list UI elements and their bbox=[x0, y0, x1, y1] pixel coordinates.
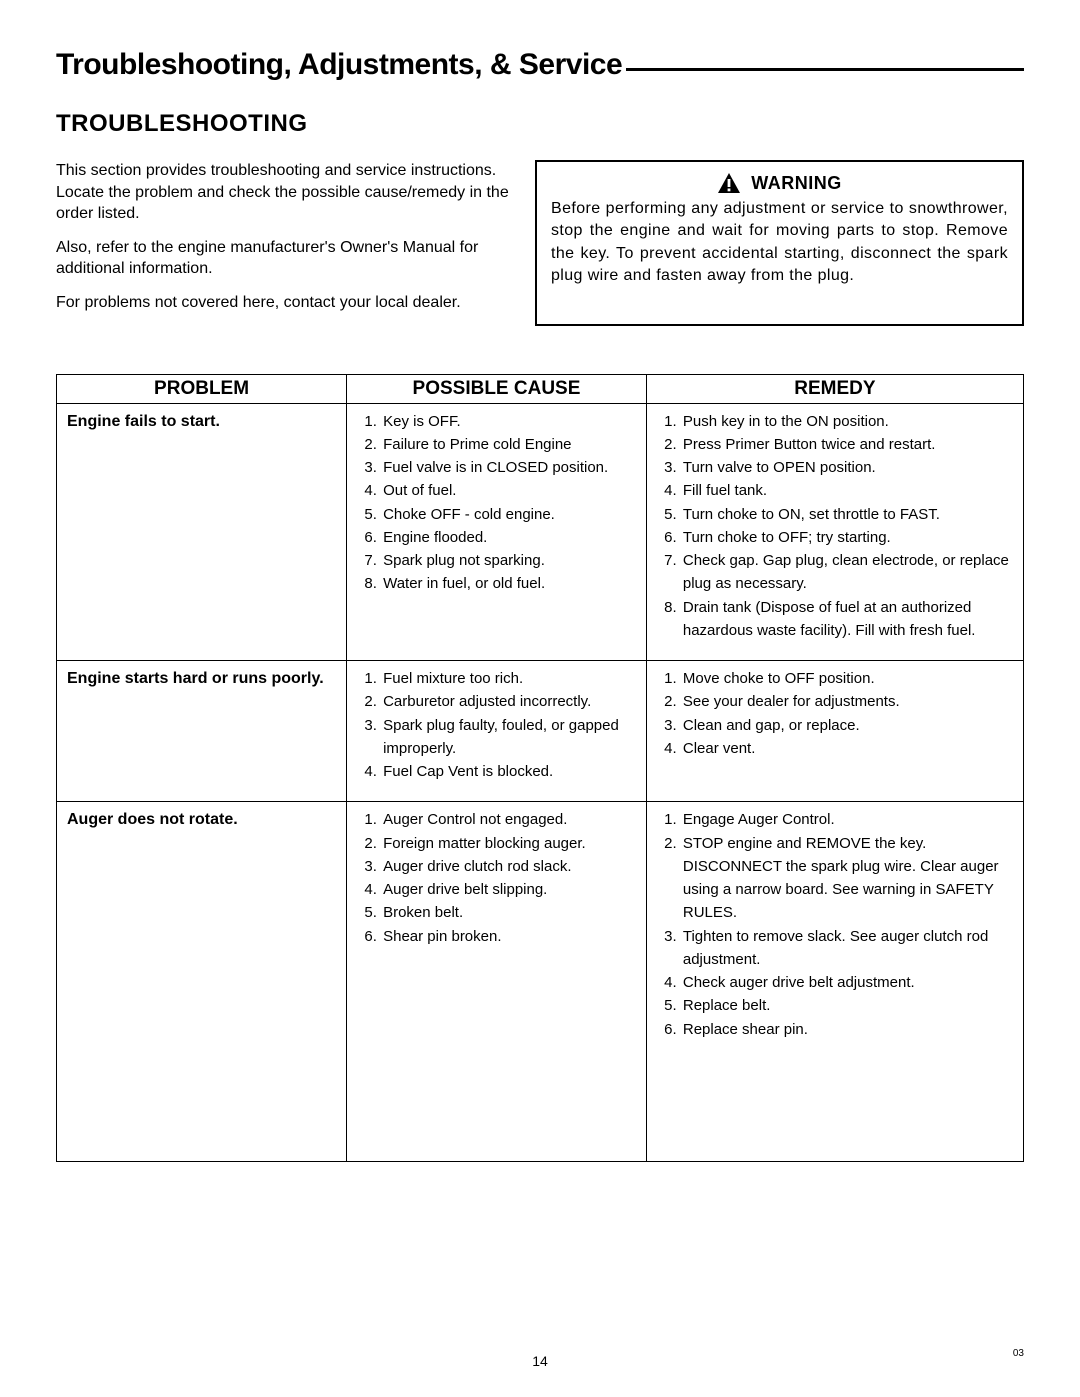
problem-cell: Engine starts hard or runs poorly. bbox=[57, 661, 347, 802]
problem-name: Engine fails to start. bbox=[67, 410, 336, 435]
cause-item: Fuel valve is in CLOSED position. bbox=[381, 456, 636, 479]
cause-item: Auger Control not engaged. bbox=[381, 808, 636, 831]
title-rule bbox=[626, 68, 1024, 71]
title-row: Troubleshooting, Adjustments, & Service bbox=[56, 48, 1024, 82]
remedy-item: Replace belt. bbox=[681, 994, 1013, 1017]
cause-item: Shear pin broken. bbox=[381, 925, 636, 948]
remedy-item: Move choke to OFF position. bbox=[681, 667, 1013, 690]
remedy-cell: Engage Auger Control.STOP engine and REM… bbox=[646, 802, 1023, 1162]
remedy-item: Tighten to remove slack. See auger clutc… bbox=[681, 925, 1013, 972]
warning-body: Before performing any adjustment or serv… bbox=[551, 198, 1008, 288]
problem-cell: Engine fails to start. bbox=[57, 403, 347, 661]
cause-item: Spark plug faulty, fouled, or gapped imp… bbox=[381, 714, 636, 761]
cause-item: Carburetor adjusted incorrectly. bbox=[381, 690, 636, 713]
cause-item: Broken belt. bbox=[381, 901, 636, 924]
page-number: 14 bbox=[0, 1353, 1080, 1369]
header-problem: PROBLEM bbox=[57, 374, 347, 403]
table-row: Engine fails to start. Key is OFF.Failure… bbox=[57, 403, 1024, 661]
problem-name: Engine starts hard or runs poorly. bbox=[67, 667, 336, 692]
cause-item: Failure to Prime cold Engine bbox=[381, 433, 636, 456]
warning-header: WARNING bbox=[551, 172, 1008, 194]
table-header-row: PROBLEM POSSIBLE CAUSE REMEDY bbox=[57, 374, 1024, 403]
remedy-cell: Move choke to OFF position.See your deal… bbox=[646, 661, 1023, 802]
cause-list: Auger Control not engaged.Foreign matter… bbox=[357, 808, 636, 948]
problem-cell: Auger does not rotate. bbox=[57, 802, 347, 1162]
cause-cell: Key is OFF.Failure to Prime cold EngineF… bbox=[347, 403, 647, 661]
cause-item: Out of fuel. bbox=[381, 479, 636, 502]
cause-item: Auger drive clutch rod slack. bbox=[381, 855, 636, 878]
remedy-item: Engage Auger Control. bbox=[681, 808, 1013, 831]
revision-number: 03 bbox=[1013, 1348, 1024, 1359]
warning-label: WARNING bbox=[751, 173, 842, 194]
table-row: Auger does not rotate. Auger Control not … bbox=[57, 802, 1024, 1162]
remedy-item: Check auger drive belt adjustment. bbox=[681, 971, 1013, 994]
remedy-item: Turn choke to OFF; try starting. bbox=[681, 526, 1013, 549]
problem-name: Auger does not rotate. bbox=[67, 808, 336, 833]
remedy-list: Push key in to the ON position.Press Pri… bbox=[657, 410, 1013, 643]
cause-item: Fuel mixture too rich. bbox=[381, 667, 636, 690]
cause-item: Fuel Cap Vent is blocked. bbox=[381, 760, 636, 783]
remedy-item: Press Primer Button twice and restart. bbox=[681, 433, 1013, 456]
header-cause: POSSIBLE CAUSE bbox=[347, 374, 647, 403]
remedy-item: Clear vent. bbox=[681, 737, 1013, 760]
remedy-list: Move choke to OFF position.See your deal… bbox=[657, 667, 1013, 760]
remedy-item: Replace shear pin. bbox=[681, 1018, 1013, 1041]
header-remedy: REMEDY bbox=[646, 374, 1023, 403]
troubleshooting-table: PROBLEM POSSIBLE CAUSE REMEDY Engine fai… bbox=[56, 374, 1024, 1162]
intro-p2: Also, refer to the engine manufacturer's… bbox=[56, 237, 513, 280]
cause-cell: Fuel mixture too rich.Carburetor adjuste… bbox=[347, 661, 647, 802]
intro-text: This section provides troubleshooting an… bbox=[56, 160, 513, 326]
intro-p3: For problems not covered here, contact y… bbox=[56, 292, 513, 314]
cause-item: Engine flooded. bbox=[381, 526, 636, 549]
remedy-item: Fill fuel tank. bbox=[681, 479, 1013, 502]
remedy-list: Engage Auger Control.STOP engine and REM… bbox=[657, 808, 1013, 1041]
cause-list: Key is OFF.Failure to Prime cold EngineF… bbox=[357, 410, 636, 596]
remedy-item: STOP engine and REMOVE the key. DISCONNE… bbox=[681, 832, 1013, 925]
table-body: Engine fails to start. Key is OFF.Failure… bbox=[57, 403, 1024, 1161]
cause-item: Auger drive belt slipping. bbox=[381, 878, 636, 901]
cause-item: Water in fuel, or old fuel. bbox=[381, 572, 636, 595]
cause-item: Choke OFF - cold engine. bbox=[381, 503, 636, 526]
cause-item: Key is OFF. bbox=[381, 410, 636, 433]
intro-p1: This section provides troubleshooting an… bbox=[56, 160, 513, 225]
intro-grid: This section provides troubleshooting an… bbox=[56, 160, 1024, 326]
remedy-item: Clean and gap, or replace. bbox=[681, 714, 1013, 737]
remedy-item: See your dealer for adjustments. bbox=[681, 690, 1013, 713]
remedy-cell: Push key in to the ON position.Press Pri… bbox=[646, 403, 1023, 661]
remedy-item: Turn valve to OPEN position. bbox=[681, 456, 1013, 479]
cause-item: Spark plug not sparking. bbox=[381, 549, 636, 572]
remedy-item: Push key in to the ON position. bbox=[681, 410, 1013, 433]
table-row: Engine starts hard or runs poorly. Fuel m… bbox=[57, 661, 1024, 802]
warning-box: WARNING Before performing any adjustment… bbox=[535, 160, 1024, 326]
cause-item: Foreign matter blocking auger. bbox=[381, 832, 636, 855]
page: Troubleshooting, Adjustments, & Service … bbox=[0, 0, 1080, 1397]
cause-cell: Auger Control not engaged.Foreign matter… bbox=[347, 802, 647, 1162]
cause-list: Fuel mixture too rich.Carburetor adjuste… bbox=[357, 667, 636, 783]
warning-icon bbox=[717, 172, 741, 194]
page-title: Troubleshooting, Adjustments, & Service bbox=[56, 48, 622, 82]
remedy-item: Drain tank (Dispose of fuel at an author… bbox=[681, 596, 1013, 643]
section-heading: TROUBLESHOOTING bbox=[56, 110, 1024, 138]
remedy-item: Turn choke to ON, set throttle to FAST. bbox=[681, 503, 1013, 526]
remedy-item: Check gap. Gap plug, clean electrode, or… bbox=[681, 549, 1013, 596]
